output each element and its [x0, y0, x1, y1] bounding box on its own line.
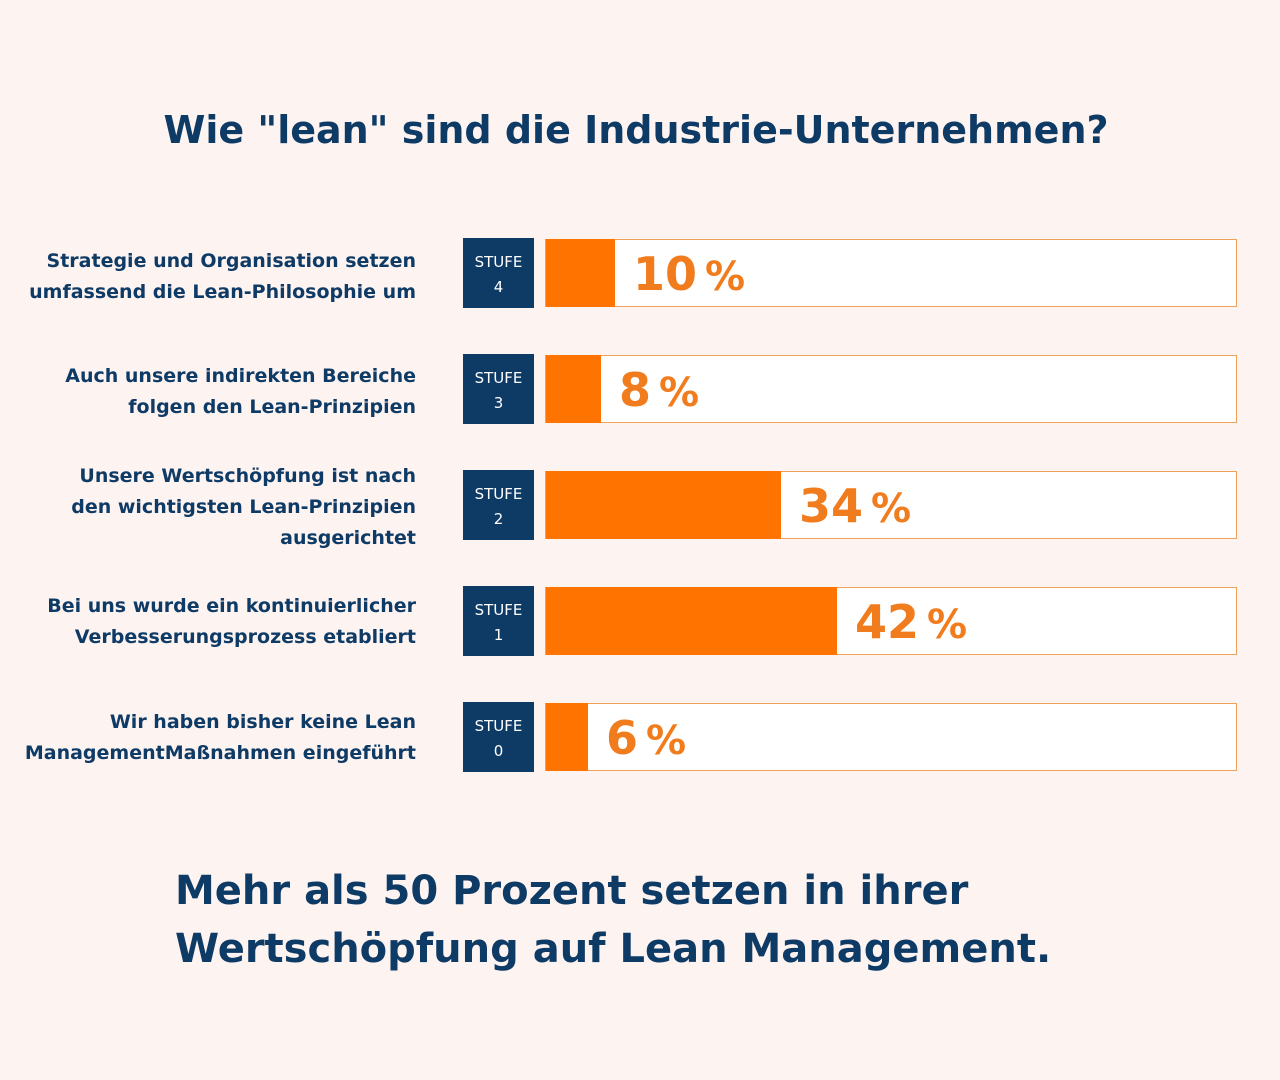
bar-track: [545, 239, 1237, 307]
category-label-line: ManagementMaßnahmen eingeführt: [24, 742, 416, 764]
bar-fill: [546, 587, 837, 655]
bar-value-number: 42: [855, 595, 920, 649]
bar-fill: [546, 355, 601, 423]
bar-value-label: 6%: [606, 711, 687, 765]
category-label-line: Bei uns wurde ein kontinuierlicher: [47, 595, 416, 617]
category-label: Auch unsere indirekten Bereiche folgen de…: [16, 361, 416, 423]
stufe-badge: STUFE 0: [463, 702, 534, 772]
bar-value-percent-sign: %: [705, 254, 746, 300]
stufe-badge: STUFE 1: [463, 586, 534, 656]
category-label-line: folgen den Lean-Prinzipien: [128, 396, 416, 418]
category-label: Bei uns wurde ein kontinuierlicher Verbes…: [16, 591, 416, 653]
stufe-badge-number: 3: [493, 394, 504, 412]
bar-row: Unsere Wertschöpfung ist nach den wichtig…: [0, 465, 1280, 549]
category-label-line: Strategie und Organisation setzen: [46, 250, 416, 272]
stufe-badge-word: STUFE: [474, 485, 523, 503]
bar-fill: [546, 703, 588, 771]
category-label: Strategie und Organisation setzen umfasse…: [16, 246, 416, 308]
bar-value-label: 8%: [619, 363, 700, 417]
bar-track: [545, 355, 1237, 423]
summary-text: Mehr als 50 Prozent setzen in ihrer Wert…: [175, 862, 1175, 978]
stufe-badge-word: STUFE: [474, 253, 523, 271]
bar-row: Bei uns wurde ein kontinuierlicher Verbes…: [0, 586, 1280, 658]
stufe-badge: STUFE 4: [463, 238, 534, 308]
stufe-badge-word: STUFE: [474, 601, 523, 619]
stufe-badge: STUFE 3: [463, 354, 534, 424]
bar-fill: [546, 471, 781, 539]
category-label-line: Wir haben bisher keine Lean: [109, 711, 416, 733]
stufe-badge-number: 0: [493, 742, 504, 760]
category-label-line: umfassend die Lean-Philosophie um: [29, 281, 416, 303]
bar-value-percent-sign: %: [871, 486, 912, 532]
bar-row: Wir haben bisher keine Lean ManagementMaß…: [0, 702, 1280, 774]
bar-track: [545, 703, 1237, 771]
category-label-line: Unsere Wertschöpfung ist nach: [79, 465, 416, 487]
bar-value-number: 10: [633, 247, 698, 301]
category-label-line: Verbesserungsprozess etabliert: [74, 626, 416, 648]
category-label-line: ausgerichtet: [280, 527, 416, 549]
stufe-badge-word: STUFE: [474, 369, 523, 387]
bar-value-percent-sign: %: [659, 370, 700, 416]
bar-row: Strategie und Organisation setzen umfasse…: [0, 238, 1280, 310]
stufe-badge-number: 4: [493, 278, 504, 296]
stufe-badge-number: 1: [493, 626, 504, 644]
summary-line-2: Wertschöpfung auf Lean Management.: [175, 926, 1052, 972]
bar-value-number: 34: [799, 479, 864, 533]
bar-value-percent-sign: %: [927, 602, 968, 648]
category-label-line: Auch unsere indirekten Bereiche: [65, 365, 416, 387]
stufe-badge-word: STUFE: [474, 717, 523, 735]
bar-value-label: 10%: [633, 247, 746, 301]
category-label: Wir haben bisher keine Lean ManagementMaß…: [16, 707, 416, 769]
chart-title: Wie "lean" sind die Industrie-Unternehme…: [163, 108, 1109, 152]
category-label-line: den wichtigsten Lean-Prinzipien: [71, 496, 416, 518]
bar-value-number: 8: [619, 363, 652, 417]
stufe-badge-number: 2: [493, 510, 504, 528]
category-label: Unsere Wertschöpfung ist nach den wichtig…: [16, 461, 416, 554]
stufe-badge: STUFE 2: [463, 470, 534, 540]
bar-row: Auch unsere indirekten Bereiche folgen de…: [0, 354, 1280, 426]
bar-value-percent-sign: %: [646, 718, 687, 764]
bar-value-label: 42%: [855, 595, 968, 649]
summary-line-1: Mehr als 50 Prozent setzen in ihrer: [175, 868, 969, 914]
bar-value-number: 6: [606, 711, 639, 765]
bar-value-label: 34%: [799, 479, 912, 533]
bar-fill: [546, 239, 615, 307]
